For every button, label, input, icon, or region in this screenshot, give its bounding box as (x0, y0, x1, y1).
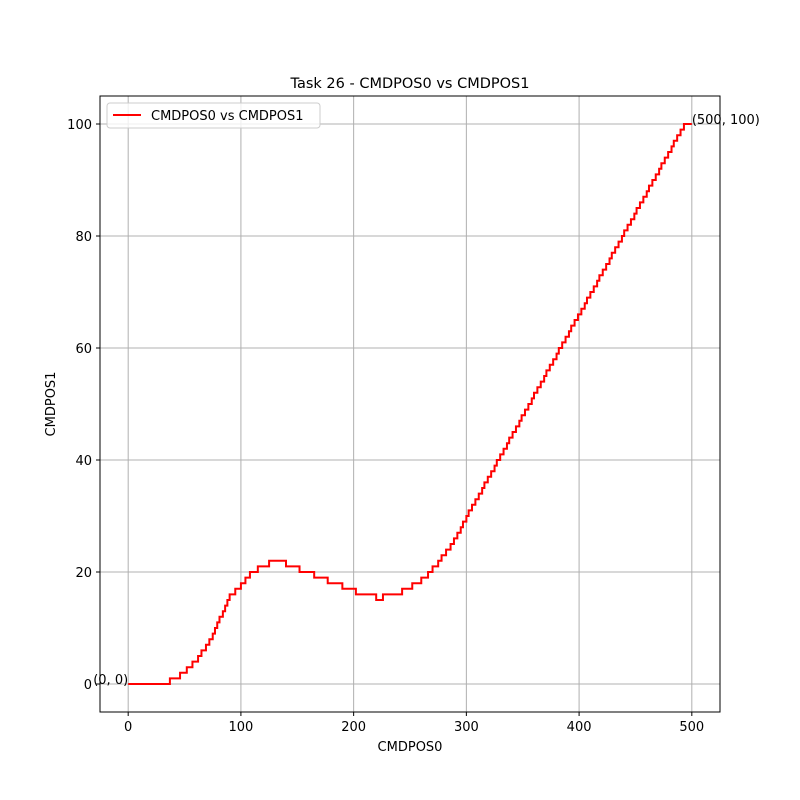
y-tick-label: 40 (75, 454, 92, 469)
y-tick-label: 60 (75, 342, 92, 357)
x-tick-label: 500 (679, 720, 704, 735)
series-line (128, 123, 692, 685)
x-tick-label: 200 (341, 720, 366, 735)
x-axis-label: CMDPOS0 (378, 740, 443, 755)
y-tick-label: 20 (75, 566, 92, 581)
legend: CMDPOS0 vs CMDPOS1 (106, 102, 321, 129)
x-tick-label: 100 (228, 720, 253, 735)
series-line-layer (128, 123, 692, 685)
chart-title: Task 26 - CMDPOS0 vs CMDPOS1 (290, 76, 530, 92)
axis-ticks: 0 100 200 300 400 500 0 20 40 60 80 100 (67, 118, 704, 735)
point-annotation: (500, 100) (692, 113, 760, 128)
y-tick-label: 0 (84, 678, 92, 693)
x-tick-label: 400 (567, 720, 592, 735)
point-annotation: (0, 0) (93, 673, 128, 688)
legend-label: CMDPOS0 vs CMDPOS1 (151, 109, 304, 124)
grid (100, 96, 720, 712)
legend-box (106, 102, 321, 129)
y-axis-label: CMDPOS1 (44, 372, 59, 437)
x-tick-label: 300 (454, 720, 479, 735)
annotations: (0, 0) (500, 100) (93, 113, 760, 688)
plot-frame (99, 95, 721, 713)
y-tick-label: 80 (75, 230, 92, 245)
x-tick-label: 0 (124, 720, 132, 735)
y-tick-label: 100 (67, 118, 92, 133)
